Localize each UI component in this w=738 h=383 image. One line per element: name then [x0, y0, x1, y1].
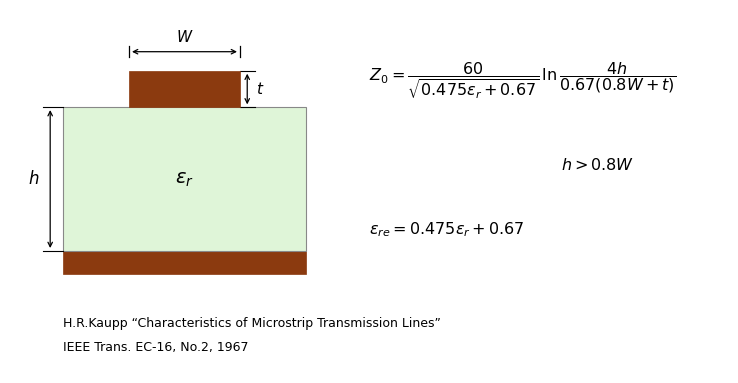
- Text: $t$: $t$: [256, 81, 264, 97]
- Bar: [129, 71, 240, 107]
- Text: $\varepsilon_{re}=0.475\varepsilon_r+0.67$: $\varepsilon_{re}=0.475\varepsilon_r+0.6…: [369, 221, 525, 239]
- Bar: [63, 251, 306, 274]
- Text: $h>0.8W$: $h>0.8W$: [561, 157, 634, 173]
- Text: IEEE Trans. EC-16, No.2, 1967: IEEE Trans. EC-16, No.2, 1967: [63, 341, 248, 354]
- Text: $\varepsilon_r$: $\varepsilon_r$: [175, 170, 194, 188]
- Bar: [63, 107, 306, 251]
- Text: $Z_0 = \dfrac{60}{\sqrt{0.475\varepsilon_r +0.67}}\,\mathrm{ln}\,\dfrac{4h}{0.67: $Z_0 = \dfrac{60}{\sqrt{0.475\varepsilon…: [369, 60, 676, 101]
- Text: $h$: $h$: [28, 170, 40, 188]
- Text: $W$: $W$: [176, 29, 193, 45]
- Text: H.R.Kaupp “Characteristics of Microstrip Transmission Lines”: H.R.Kaupp “Characteristics of Microstrip…: [63, 317, 441, 330]
